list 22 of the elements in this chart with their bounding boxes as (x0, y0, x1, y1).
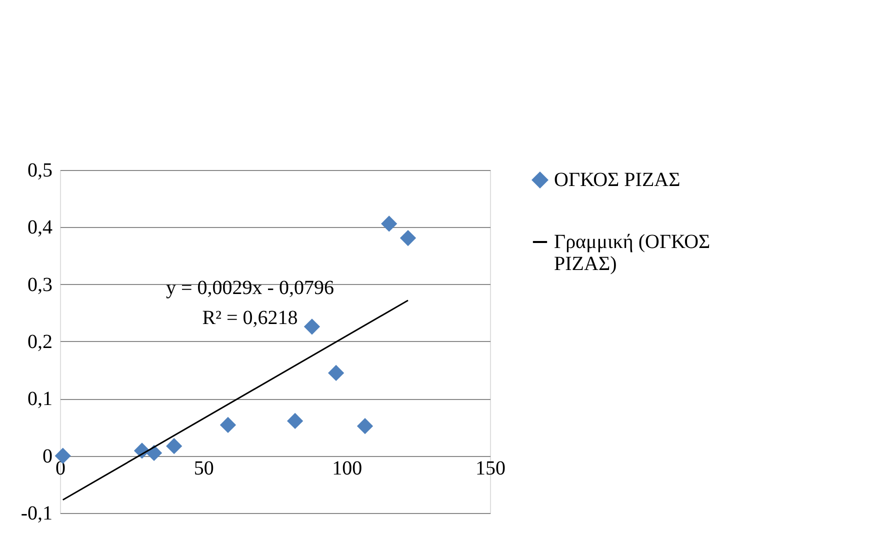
point (328, 364, 344, 382)
point (400, 230, 416, 246)
point (304, 318, 320, 335)
y-tick-label: 0,2 (28, 331, 52, 353)
point (146, 444, 162, 462)
legend-label: ΟΓΚΟΣ ΡΙΖΑΣ (554, 169, 680, 191)
y-tick-label: 0,5 (28, 160, 52, 182)
annotation: y = 0,0029x - 0,0796 (166, 277, 334, 299)
y-tick-label: 0,3 (28, 274, 52, 296)
point (287, 412, 304, 430)
point (220, 416, 236, 434)
point (381, 216, 398, 232)
y-tick-label: 0,1 (28, 388, 52, 410)
annotation: R² = 0,6218 (202, 307, 298, 329)
x-tick-label: 100 (332, 457, 362, 480)
y-tick-label: -0,1 (20, 502, 52, 524)
x-tick-label: 150 (476, 457, 506, 480)
point (356, 418, 374, 434)
legend-label: Γραμμική (ΟΓΚΟΣ ΡΙΖΑΣ) (554, 231, 710, 275)
y-tick-label: 0,4 (28, 216, 52, 239)
x-tick-label: 50 (194, 457, 214, 480)
point (166, 438, 182, 454)
